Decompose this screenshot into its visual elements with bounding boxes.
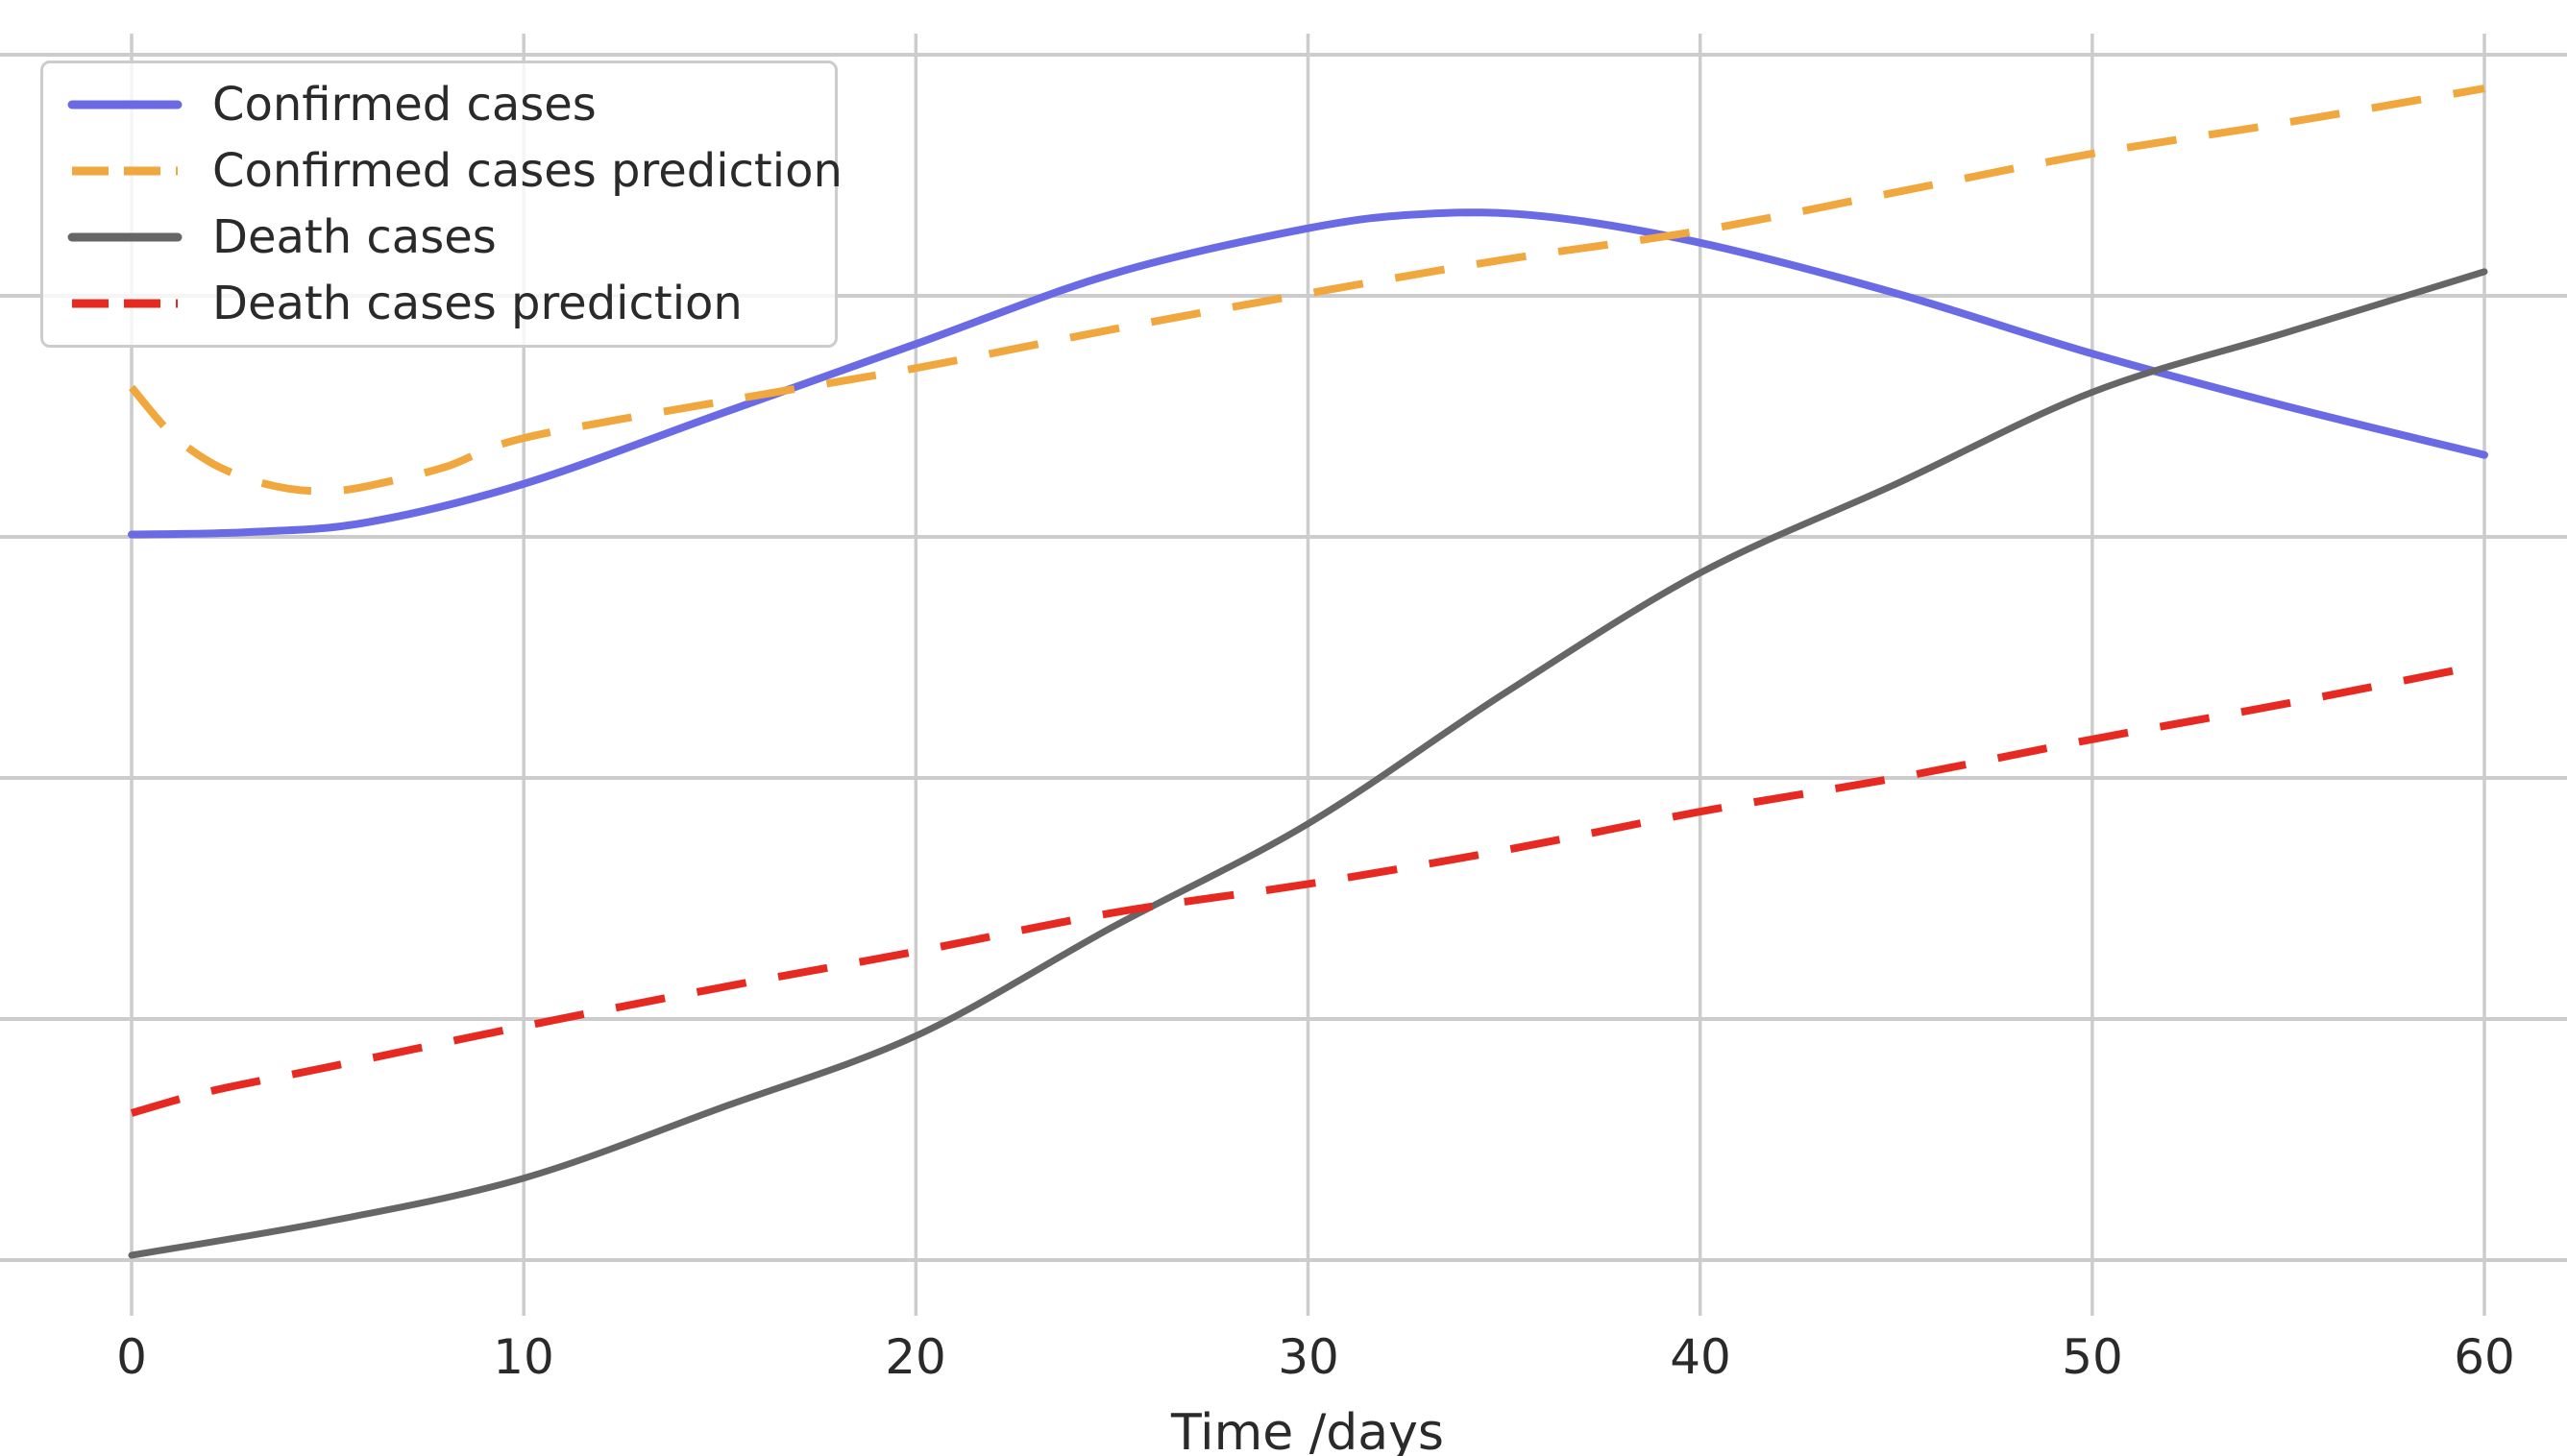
x-tick-label-60: 60 <box>2454 1329 2515 1385</box>
legend-line-sample-icon <box>67 100 183 109</box>
legend-line-sample-icon <box>72 166 178 176</box>
series-line-death-cases <box>128 268 2488 1259</box>
x-tick-label-40: 40 <box>1670 1329 1731 1385</box>
legend-line-sample-icon <box>72 299 178 308</box>
series-line-confirmed-cases <box>128 208 2488 539</box>
legend-item-confirmed-cases: Confirmed cases <box>57 71 835 137</box>
x-tick-label-10: 10 <box>493 1329 554 1385</box>
series-line-death-cases-prediction <box>130 661 2485 1117</box>
x-tick-label-50: 50 <box>2062 1329 2123 1385</box>
series-line-confirmed-cases-prediction <box>128 85 2485 496</box>
x-tick-label-20: 20 <box>885 1329 946 1385</box>
legend-label: Confirmed cases prediction <box>212 143 843 198</box>
legend-item-death-cases-prediction: Death cases prediction <box>57 271 835 337</box>
x-axis-title: Time /days <box>1170 1404 1445 1456</box>
legend-item-death-cases: Death cases <box>57 205 835 271</box>
legend-line-sample-icon <box>67 232 183 242</box>
x-tick-label-30: 30 <box>1278 1329 1339 1385</box>
legend-label: Death cases <box>212 210 497 265</box>
x-tick-label-0: 0 <box>116 1329 147 1385</box>
legend-item-confirmed-cases-prediction: Confirmed cases prediction <box>57 137 843 204</box>
legend: Confirmed cases Confirmed cases predicti… <box>40 61 843 348</box>
legend-label: Death cases prediction <box>212 277 743 331</box>
legend-label: Confirmed cases <box>212 77 597 132</box>
